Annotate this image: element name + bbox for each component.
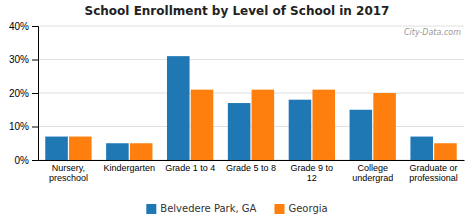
x-tick-label: Graduate orprofessional xyxy=(409,163,458,183)
y-tick: 30% xyxy=(9,54,38,65)
legend-swatch xyxy=(274,204,284,214)
x-tick: Grade 1 to 4 xyxy=(165,163,215,173)
y-tick: 40% xyxy=(9,21,38,32)
y-tick-label: 40% xyxy=(9,21,29,32)
y-tick-mark xyxy=(32,26,38,27)
bar xyxy=(69,137,92,160)
bar xyxy=(167,56,190,160)
grid-line xyxy=(38,26,464,27)
y-tick-label: 10% xyxy=(9,121,29,132)
grid-line xyxy=(38,126,464,127)
bar xyxy=(434,143,457,160)
y-tick-label: 0% xyxy=(15,155,30,166)
x-tick: Nursery,preschool xyxy=(49,163,88,183)
bar xyxy=(410,137,433,160)
x-tick: Grade 5 to 8 xyxy=(226,163,276,173)
x-tick-label: Nursery,preschool xyxy=(49,163,88,183)
x-tick-label: Grade 1 to 4 xyxy=(165,163,215,173)
chart-container: School Enrollment by Level of School in … xyxy=(0,0,474,218)
chart: School Enrollment by Level of School in … xyxy=(0,0,474,218)
legend-item: Belvedere Park, GA xyxy=(146,203,256,214)
plot: 0% 10% 20% 30% 40% Nursery,preschool Kindergar… xyxy=(9,21,465,184)
legend-label: Belvedere Park, GA xyxy=(160,203,256,214)
y-tick: 0% xyxy=(15,155,38,166)
y-axis: 0% 10% 20% 30% 40% xyxy=(9,21,39,166)
x-tick-label: Grade 9 to12 xyxy=(291,163,334,183)
legend-item: Georgia xyxy=(274,203,327,214)
x-axis-line xyxy=(39,160,465,161)
y-tick: 10% xyxy=(9,121,38,132)
x-tick-label: Kindergarten xyxy=(104,163,156,173)
bar xyxy=(130,143,153,160)
y-tick-mark xyxy=(32,127,38,128)
legend-label: Georgia xyxy=(288,203,327,214)
bars xyxy=(45,56,456,160)
y-axis-line xyxy=(32,27,39,161)
legend-swatch xyxy=(146,204,156,214)
x-axis: Nursery,preschool Kindergarten Grade 1 to … xyxy=(39,161,465,184)
annotation: City-Data.com xyxy=(404,28,461,37)
bar xyxy=(312,90,335,160)
bar xyxy=(350,110,373,160)
grid-line xyxy=(38,93,464,94)
x-tick-label: Grade 5 to 8 xyxy=(226,163,276,173)
x-tick: Grade 9 to12 xyxy=(291,163,334,183)
y-tick-label: 20% xyxy=(9,88,29,99)
x-tick: Kindergarten xyxy=(104,163,156,173)
x-tick: Graduate orprofessional xyxy=(409,163,458,183)
bar xyxy=(289,100,312,160)
bar xyxy=(228,103,251,160)
bar xyxy=(45,137,68,160)
x-tick: Collegeundergrad xyxy=(352,163,393,183)
bar xyxy=(191,90,214,160)
y-tick-mark xyxy=(32,160,38,161)
bar xyxy=(106,143,129,160)
series xyxy=(45,56,433,160)
y-tick: 20% xyxy=(9,88,38,99)
bar xyxy=(252,90,275,160)
bar xyxy=(373,93,396,160)
x-tick-label: Collegeundergrad xyxy=(352,163,393,183)
y-tick-mark xyxy=(32,60,38,61)
y-tick-label: 30% xyxy=(9,54,29,65)
grid xyxy=(38,26,464,160)
title: School Enrollment by Level of School in … xyxy=(85,4,390,18)
series xyxy=(69,90,457,160)
y-tick-mark xyxy=(32,93,38,94)
legend: Belvedere Park, GA Georgia xyxy=(146,203,327,214)
grid-line xyxy=(38,59,464,60)
grid-line xyxy=(38,160,464,161)
